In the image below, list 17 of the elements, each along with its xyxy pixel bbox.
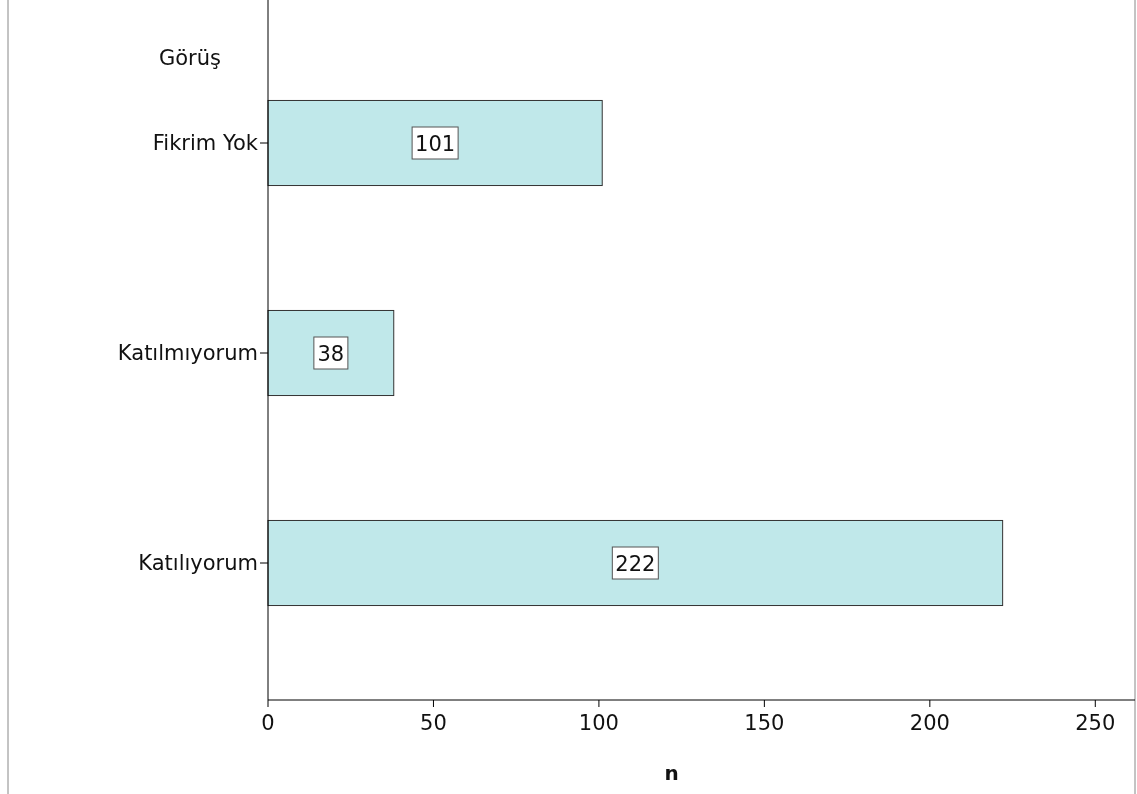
x-tick-label: 150 <box>744 711 785 735</box>
x-axis-title: n <box>664 761 679 785</box>
x-tick-label: 50 <box>420 711 447 735</box>
data-label: 101 <box>415 132 456 156</box>
data-label: 222 <box>615 552 656 576</box>
y-tick-label: Fikrim Yok <box>152 131 259 155</box>
bar <box>267 519 1004 607</box>
x-tick-label: 100 <box>578 711 619 735</box>
x-tick-label: 200 <box>909 711 950 735</box>
y-tick-label: Katılıyorum <box>138 551 258 575</box>
data-label: 38 <box>317 342 345 366</box>
y-axis-title: Görüş <box>158 46 222 70</box>
y-tick-label: Katılmıyorum <box>117 341 258 365</box>
x-tick-label: 250 <box>1075 711 1116 735</box>
bar <box>267 99 603 187</box>
bar <box>267 309 395 397</box>
x-tick-label: 0 <box>261 711 275 735</box>
